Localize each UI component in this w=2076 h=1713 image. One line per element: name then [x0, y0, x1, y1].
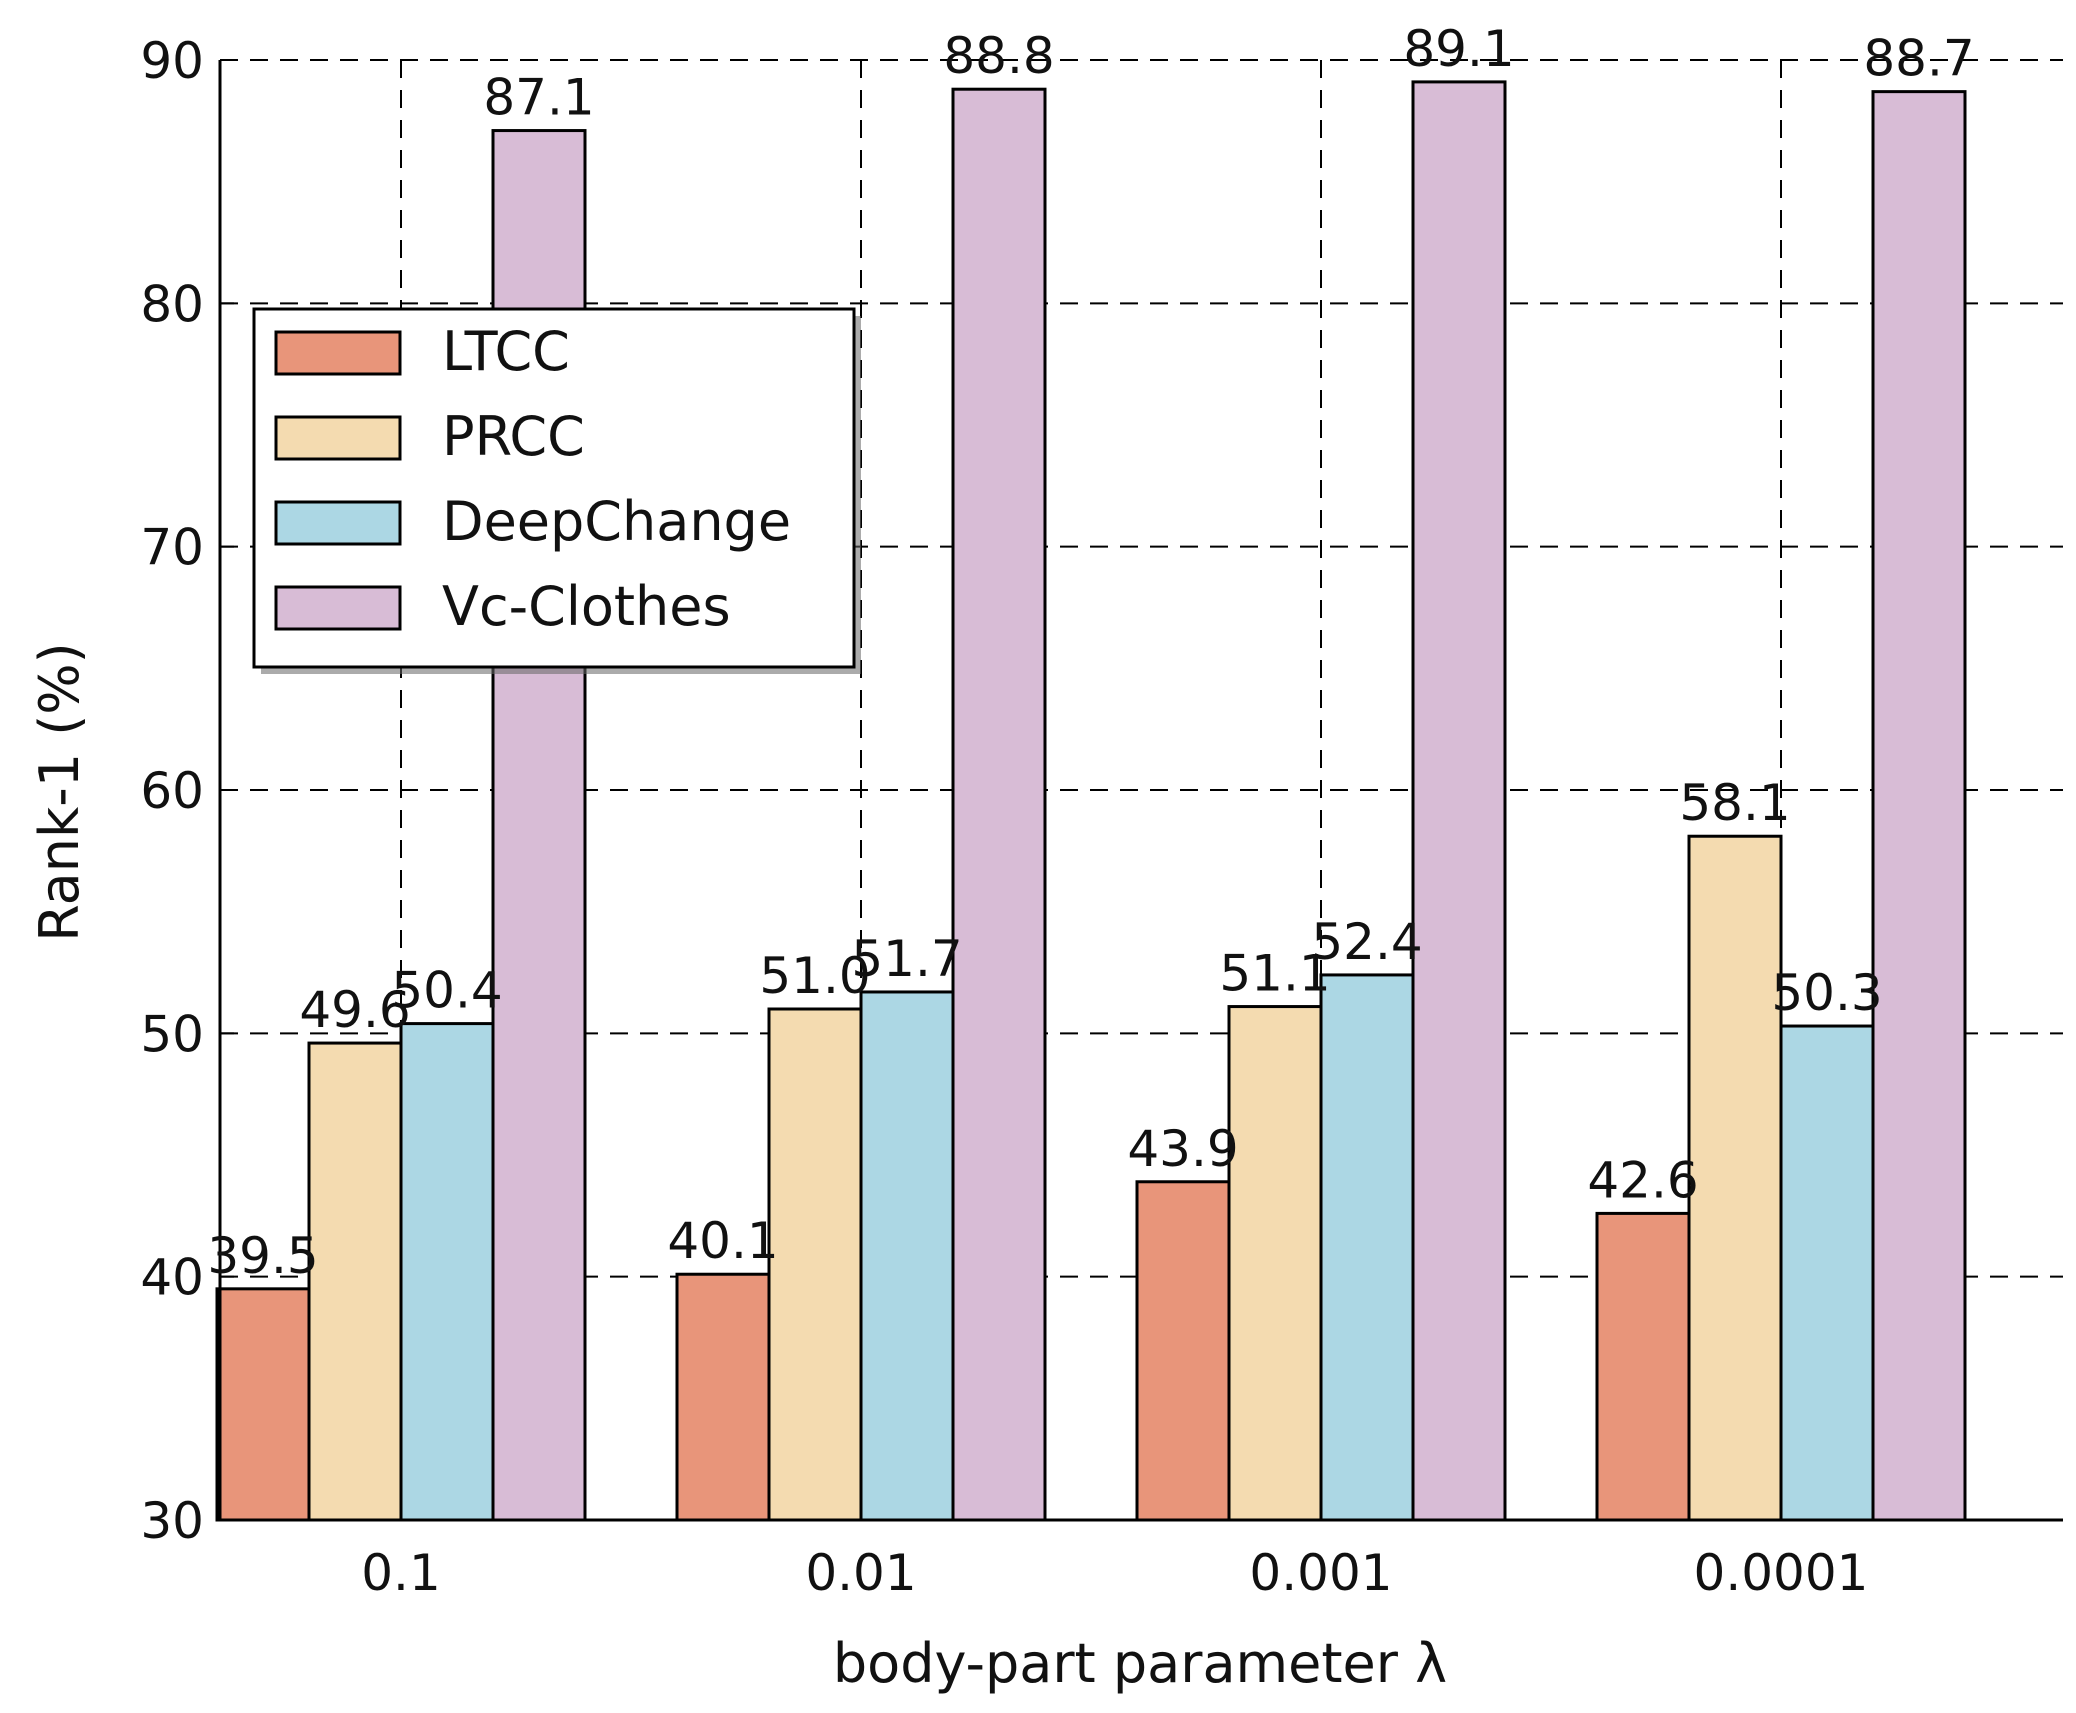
bar-ltcc-0-001 [1135, 1180, 1231, 1522]
data-label-prcc-0-01: 51.0 [759, 947, 870, 1005]
data-label-deepchange-0-01: 51.7 [851, 930, 962, 988]
bar-prcc-0-001 [1227, 1005, 1323, 1522]
y-tick-label-30: 30 [140, 1492, 204, 1550]
legend-label-vc-clothes: Vc-Clothes [442, 575, 731, 638]
bar-ltcc-0-0001 [1595, 1211, 1691, 1522]
bar-prcc-0-0001 [1687, 834, 1783, 1522]
data-label-vc-clothes-0-001: 89.1 [1403, 20, 1514, 78]
legend-label-ltcc: LTCC [442, 320, 570, 383]
data-label-vc-clothes-0-1: 87.1 [483, 69, 594, 127]
x-tick-label-0-01: 0.01 [805, 1544, 916, 1602]
x-tick-label-0-001: 0.001 [1249, 1544, 1392, 1602]
y-tick-label-40: 40 [140, 1249, 204, 1307]
bar-deepchange-0-001 [1319, 973, 1415, 1522]
y-tick-label-60: 60 [140, 762, 204, 820]
data-label-ltcc-0-01: 40.1 [667, 1212, 778, 1270]
data-label-ltcc-0-1: 39.5 [207, 1227, 318, 1285]
legend-swatch-ltcc [274, 330, 402, 376]
data-label-ltcc-0-001: 43.9 [1127, 1120, 1238, 1178]
tick-labels: 30 40 50 60 70 80 90 0.1 0.01 0.001 0.0001 [140, 32, 1868, 1602]
legend-swatch-prcc [274, 415, 402, 461]
y-axis-title: Rank-1 (%) [28, 642, 91, 941]
data-label-prcc-0-001: 51.1 [1219, 945, 1330, 1003]
data-label-deepchange-0-0001: 50.3 [1771, 964, 1882, 1022]
y-tick-label-70: 70 [140, 519, 204, 577]
y-tick-label-50: 50 [140, 1005, 204, 1063]
bar-deepchange-0-01 [859, 990, 955, 1522]
axes [218, 59, 2063, 1522]
bar-vc-clothes-0-0001 [1871, 90, 1967, 1522]
legend-label-prcc: PRCC [442, 405, 585, 468]
legend-swatch-deepchange [274, 500, 402, 546]
data-label-vc-clothes-0-01: 88.8 [943, 27, 1054, 85]
x-tick-label-0-1: 0.1 [361, 1544, 441, 1602]
y-tick-label-80: 80 [140, 275, 204, 333]
bar-vc-clothes-0-01 [951, 87, 1047, 1522]
bar-ltcc-0-01 [675, 1272, 771, 1522]
bar-prcc-0-1 [307, 1041, 403, 1522]
legend-label-deepchange: DeepChange [442, 490, 791, 553]
bar-deepchange-0-1 [399, 1022, 495, 1522]
bar-prcc-0-01 [767, 1007, 863, 1522]
x-axis-title: body-part parameter λ [833, 1632, 1447, 1695]
bar-deepchange-0-0001 [1779, 1024, 1875, 1522]
y-tick-label-90: 90 [140, 32, 204, 90]
x-tick-label-0-0001: 0.0001 [1694, 1544, 1869, 1602]
data-label-prcc-0-1: 49.6 [299, 981, 410, 1039]
data-label-prcc-0-0001: 58.1 [1679, 774, 1790, 832]
data-label-deepchange-0-1: 50.4 [391, 962, 502, 1020]
data-label-vc-clothes-0-0001: 88.7 [1863, 30, 1974, 88]
data-labels: 39.5 49.650.4 87.1 40.1 51.051.7 88.8 43.9 51.1… [207, 20, 1974, 1285]
bar-vc-clothes-0-001 [1411, 80, 1507, 1522]
legend: LTCC PRCC DeepChange Vc-Clothes [252, 307, 861, 674]
legend-swatch-vc-clothes [274, 585, 402, 631]
data-label-deepchange-0-001: 52.4 [1311, 913, 1422, 971]
bar-ltcc-0-1 [215, 1287, 311, 1522]
data-label-ltcc-0-0001: 42.6 [1587, 1151, 1698, 1209]
